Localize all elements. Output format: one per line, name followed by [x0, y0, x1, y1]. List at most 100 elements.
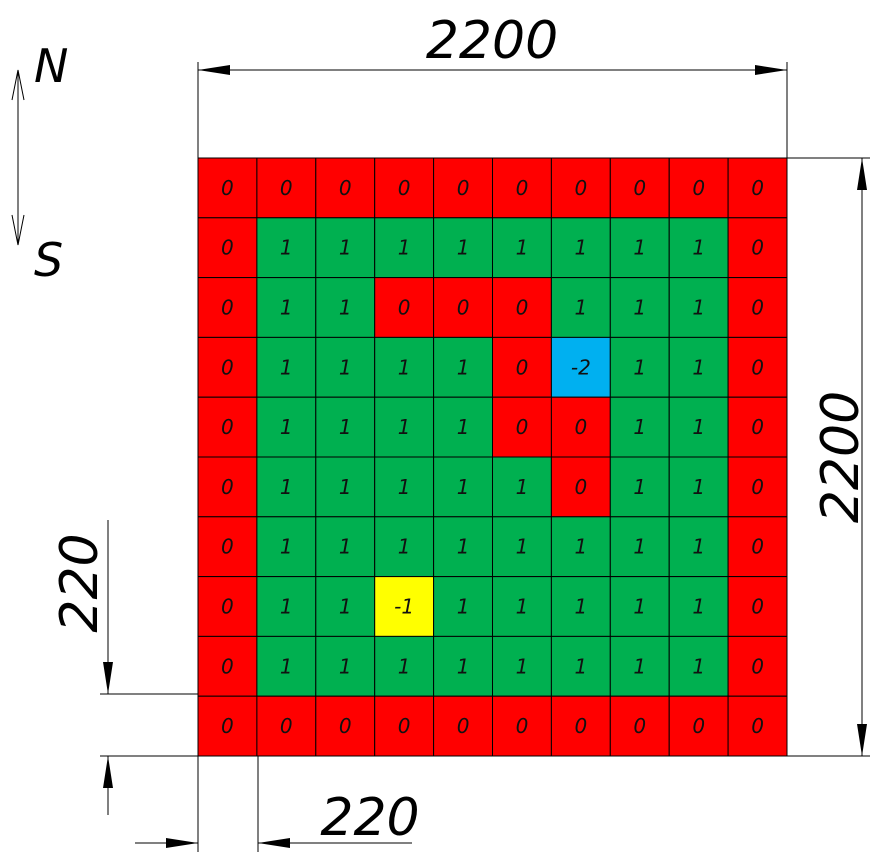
- arrowhead-icon: [857, 724, 867, 756]
- grid-cell-value: 1: [633, 415, 646, 439]
- grid-cell-value: 1: [398, 535, 411, 559]
- grid-cell-value: 1: [575, 236, 588, 260]
- grid-cell-value: 0: [516, 355, 529, 379]
- grid-cell: [197, 456, 258, 518]
- south-arrow-icon: [11, 214, 25, 246]
- grid-cell: [668, 576, 729, 637]
- grid-cell-value: 1: [339, 236, 352, 260]
- grid-cell: [492, 277, 552, 338]
- grid-cell-value: 1: [516, 236, 529, 260]
- right-dimension: 2200: [787, 157, 871, 757]
- grid-cell: [197, 396, 258, 458]
- grid-cell: [727, 217, 788, 279]
- grid-cell-value: 0: [575, 714, 588, 738]
- grid-cell: [315, 277, 376, 338]
- grid-cell-value: 1: [457, 475, 470, 499]
- grid-cell: [197, 576, 258, 637]
- grid-cell: [433, 635, 494, 697]
- grid-cell: [197, 516, 258, 578]
- grid-cell: [315, 576, 376, 637]
- grid-cell: [256, 336, 317, 398]
- grid-cell: [609, 277, 670, 338]
- grid-cell: [315, 157, 376, 219]
- grid-cell: [492, 635, 552, 697]
- grid-cell: [668, 217, 729, 279]
- grid-cell-value: 0: [280, 176, 293, 200]
- grid-cell-value: 1: [280, 296, 293, 320]
- grid-cell-value: 0: [633, 176, 646, 200]
- grid-cell: [433, 277, 494, 338]
- grid-cell: [609, 157, 670, 219]
- grid-cell-value: 1: [692, 595, 705, 619]
- grid-cell-value: 0: [516, 714, 529, 738]
- grid-cell-value: 1: [633, 475, 646, 499]
- grid-cell-value: 0: [751, 296, 764, 320]
- compass-south-label: S: [34, 233, 63, 287]
- width-dimension-label: 2200: [426, 11, 558, 71]
- cell-width-dimension: 220: [135, 756, 420, 852]
- arrowhead-icon: [103, 662, 113, 694]
- grid-cell-value: 1: [633, 654, 646, 678]
- grid-cell: [727, 277, 788, 338]
- grid-cell-value: 1: [575, 296, 588, 320]
- grid-cell-value: 0: [457, 296, 470, 320]
- grid-cell: [492, 576, 552, 637]
- grid-cell: [492, 157, 552, 219]
- grid-cell-value: 1: [457, 355, 470, 379]
- grid-cell-value: 1: [398, 415, 411, 439]
- grid-cell-value: 1: [457, 236, 470, 260]
- grid-cell-value: 0: [575, 176, 588, 200]
- grid-cell-value: 1: [280, 535, 293, 559]
- grid-cell-value: 1: [398, 654, 411, 678]
- grid-cell-value: 0: [221, 654, 234, 678]
- grid-cell-value: 0: [221, 176, 234, 200]
- grid-cell: [374, 695, 435, 757]
- grid-cell: [256, 695, 317, 757]
- grid-cell: [609, 695, 670, 757]
- grid-cell-value: 0: [221, 595, 234, 619]
- grid-cell: [433, 695, 494, 757]
- grid-cell: [256, 516, 317, 578]
- grid-cell-value: 0: [751, 475, 764, 499]
- grid-cell: [433, 576, 494, 637]
- grid-cell-value: 1: [457, 595, 470, 619]
- grid-cell: [609, 635, 670, 697]
- grid-cell: [492, 336, 552, 398]
- grid-cell-value: 1: [516, 595, 529, 619]
- grid-cell: [727, 516, 788, 578]
- grid-cell-value: 1: [575, 535, 588, 559]
- grid-cell-value: -2: [571, 355, 591, 379]
- grid-cell-value: 0: [751, 415, 764, 439]
- height-dimension-label: 2200: [811, 391, 871, 523]
- grid-cell: [433, 516, 494, 578]
- grid-cell: [609, 396, 670, 458]
- north-arrow-icon: [11, 69, 25, 101]
- grid-cell-value: 1: [633, 355, 646, 379]
- grid-cell-value: 0: [575, 415, 588, 439]
- grid-cell-value: 1: [280, 595, 293, 619]
- grid-cell-value: 0: [751, 176, 764, 200]
- grid-cell-value: 1: [633, 296, 646, 320]
- grid-cell-value: 0: [751, 595, 764, 619]
- grid-cell: [609, 456, 670, 518]
- grid-cell: [374, 456, 435, 518]
- grid-cell-value: 0: [339, 714, 352, 738]
- grid-cell: [727, 576, 788, 637]
- grid-cell: [197, 695, 258, 757]
- grid-cell: [668, 695, 729, 757]
- grid-cell: [492, 217, 552, 279]
- grid-cell: [550, 157, 611, 219]
- grid-cell: [256, 635, 317, 697]
- grid-cell-value: 0: [221, 714, 234, 738]
- grid-cell-value: 1: [633, 236, 646, 260]
- grid-cell: [492, 456, 552, 518]
- top-dimension: 2200: [197, 11, 788, 158]
- grid-cell: [433, 456, 494, 518]
- arrowhead-icon: [258, 838, 290, 848]
- cell-height-dimension: 220: [50, 520, 198, 815]
- grid-cell: [492, 396, 552, 458]
- grid-cell-value: 0: [398, 714, 411, 738]
- arrowhead-icon: [857, 158, 867, 190]
- grid-cell-value: 0: [516, 296, 529, 320]
- grid-cell: [668, 635, 729, 697]
